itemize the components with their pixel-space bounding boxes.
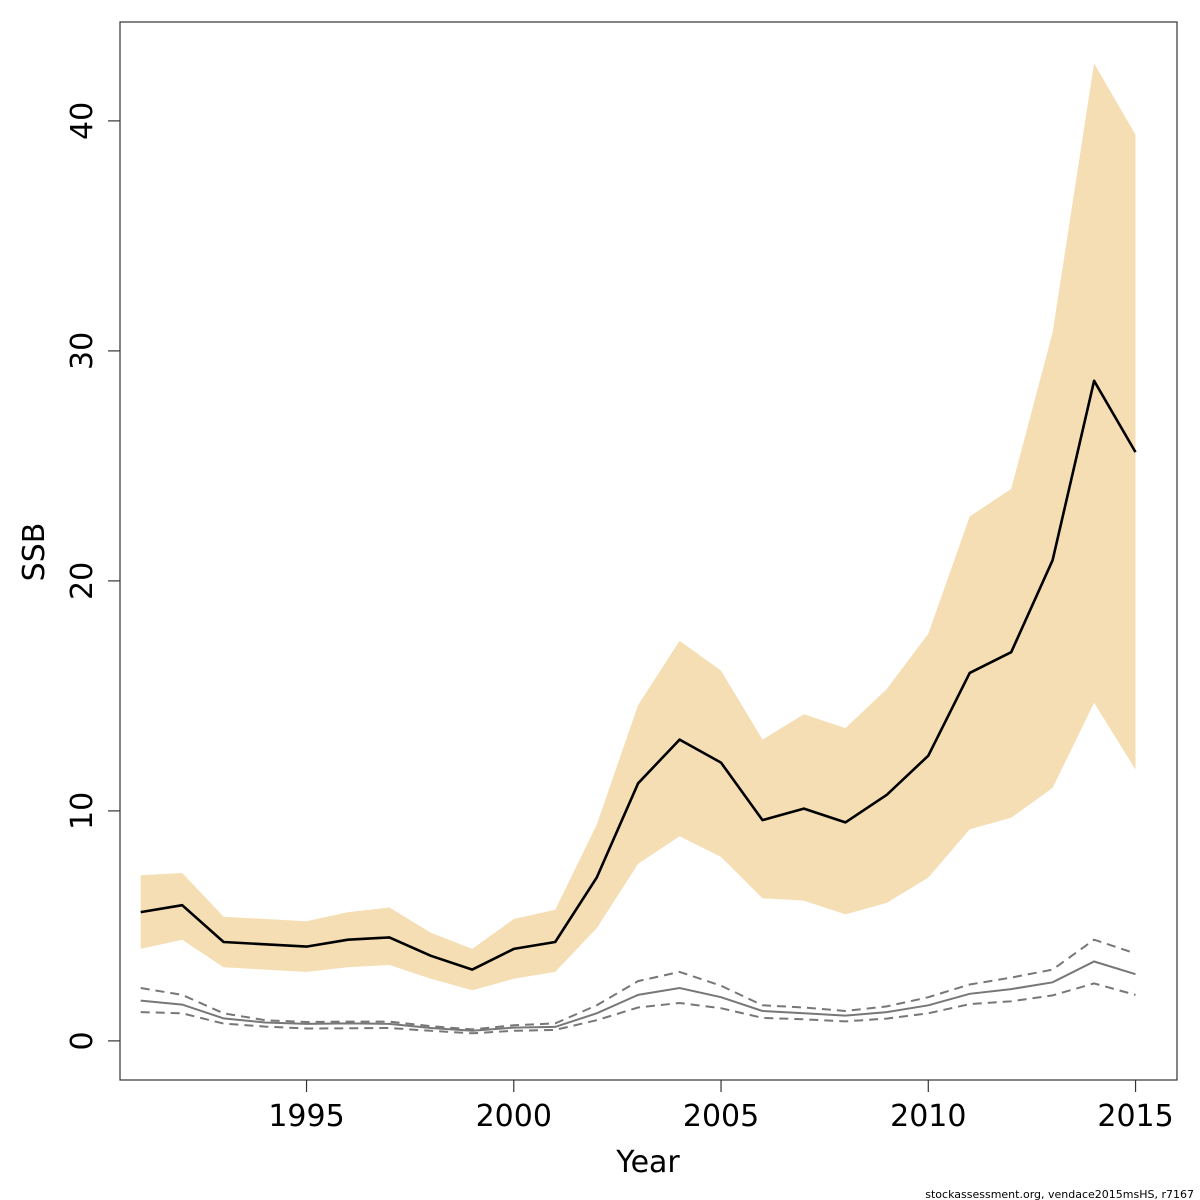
confidence-band (140, 63, 1136, 991)
x-tick-label: 2010 (890, 1099, 966, 1134)
footer-note: stockassessment.org, vendace2015msHS, r7… (925, 1188, 1194, 1200)
x-tick-label: 2005 (683, 1099, 759, 1134)
plot-area (140, 63, 1137, 1035)
x-tick-label: 2000 (476, 1099, 552, 1134)
secondary-line (140, 960, 1136, 1032)
secondary-lower-line (140, 982, 1136, 1035)
y-axis-label: SSB (17, 523, 52, 582)
x-tick-label: 2015 (1097, 1099, 1173, 1134)
y-tick-label: 20 (65, 562, 100, 600)
y-tick-label: 30 (65, 332, 100, 370)
x-axis-label: Year (615, 1145, 680, 1180)
secondary-upper-line (140, 938, 1136, 1031)
ssb-estimate-line (140, 379, 1137, 971)
y-tick-label: 0 (65, 1031, 100, 1050)
plot-frame (119, 21, 1178, 1081)
x-tick-label: 1995 (268, 1099, 344, 1134)
axes: 1995 2000 2005 2010 2015 0 10 20 30 40 (65, 21, 1178, 1134)
y-tick-label: 10 (65, 792, 100, 830)
y-tick-label: 40 (65, 102, 100, 140)
